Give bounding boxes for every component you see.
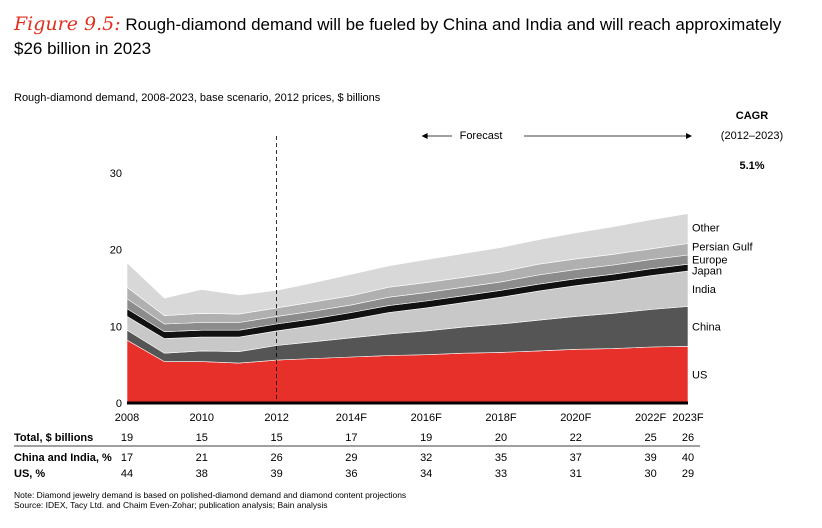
series-label: Persian Gulf: [692, 241, 753, 253]
table-cell: 21: [196, 452, 208, 464]
y-tick-label: 10: [110, 321, 122, 333]
table-row-label: US, %: [14, 468, 45, 480]
table-cell: 39: [644, 452, 656, 464]
source-text: Source: IDEX, Tacy Ltd. and Chaim Even-Z…: [14, 500, 328, 510]
table-cell: 20: [495, 432, 507, 444]
table-cell: 35: [495, 452, 507, 464]
series-area-other: [126, 213, 689, 316]
cagr-label: CAGR: [736, 110, 768, 122]
table-cell: 15: [270, 432, 282, 444]
x-tick-label: 2008: [115, 412, 139, 424]
table-cell: 26: [270, 452, 282, 464]
table-cell: 22: [570, 432, 582, 444]
table-cell: 30: [644, 468, 656, 480]
x-tick-label: 2018F: [485, 412, 516, 424]
table-cell: 15: [196, 432, 208, 444]
series-label: India: [692, 284, 717, 296]
forecast-arrow-right-head: [686, 133, 692, 139]
table-cell: 44: [121, 468, 133, 480]
cagr-value: 5.1%: [739, 160, 764, 172]
y-tick-label: 30: [110, 168, 122, 180]
forecast-arrow-left-head: [421, 133, 428, 139]
table-cell: 36: [345, 468, 357, 480]
table-cell: 33: [495, 468, 507, 480]
x-tick-label: 2022F: [635, 412, 666, 424]
series-label: Japan: [692, 266, 722, 278]
y-tick-label: 0: [116, 398, 122, 410]
table-cell: 17: [121, 452, 133, 464]
title-text-1: Rough-diamond demand will be fueled by C…: [125, 15, 782, 34]
table-cell: 26: [682, 432, 694, 444]
series-label: Europe: [692, 255, 727, 267]
table-row-label: Total, $ billions: [14, 432, 93, 444]
table-cell: 38: [196, 468, 208, 480]
table-cell: 39: [270, 468, 282, 480]
table-cell: 34: [420, 468, 432, 480]
table-cell: 19: [420, 432, 432, 444]
table-cell: 17: [345, 432, 357, 444]
table-cell: 29: [345, 452, 357, 464]
x-tick-label: 2012: [264, 412, 288, 424]
figure-title: Figure 9.5: Rough-diamond demand will be…: [14, 12, 814, 61]
figure-label: Figure 9.5:: [14, 13, 121, 35]
x-tick-label: 2016F: [411, 412, 442, 424]
table-row-label: China and India, %: [14, 452, 112, 464]
table-cell: 32: [420, 452, 432, 464]
table-cell: 19: [121, 432, 133, 444]
table-cell: 37: [570, 452, 582, 464]
x-tick-label: 2020F: [560, 412, 591, 424]
table-cell: 40: [682, 452, 694, 464]
x-tick-label: 2014F: [336, 412, 367, 424]
x-tick-label: 2023F: [672, 412, 703, 424]
cagr-period: (2012–2023): [721, 130, 783, 142]
table-cell: 31: [570, 468, 582, 480]
chart-subtitle: Rough-diamond demand, 2008-2023, base sc…: [14, 92, 381, 104]
forecast-label: Forecast: [460, 130, 503, 142]
title-line-1: Figure 9.5: Rough-diamond demand will be…: [14, 12, 814, 37]
series-label: China: [692, 321, 722, 333]
x-tick-label: 2010: [190, 412, 214, 424]
series-label: Other: [692, 223, 720, 235]
title-line-2: $26 billion in 2023: [14, 39, 152, 58]
y-tick-label: 20: [110, 245, 122, 257]
footnotes: Note: Diamond jewelry demand is based on…: [14, 490, 406, 510]
table-cell: 29: [682, 468, 694, 480]
table-cell: 25: [644, 432, 656, 444]
series-label: US: [692, 370, 707, 382]
note-text: Note: Diamond jewelry demand is based on…: [14, 490, 407, 500]
